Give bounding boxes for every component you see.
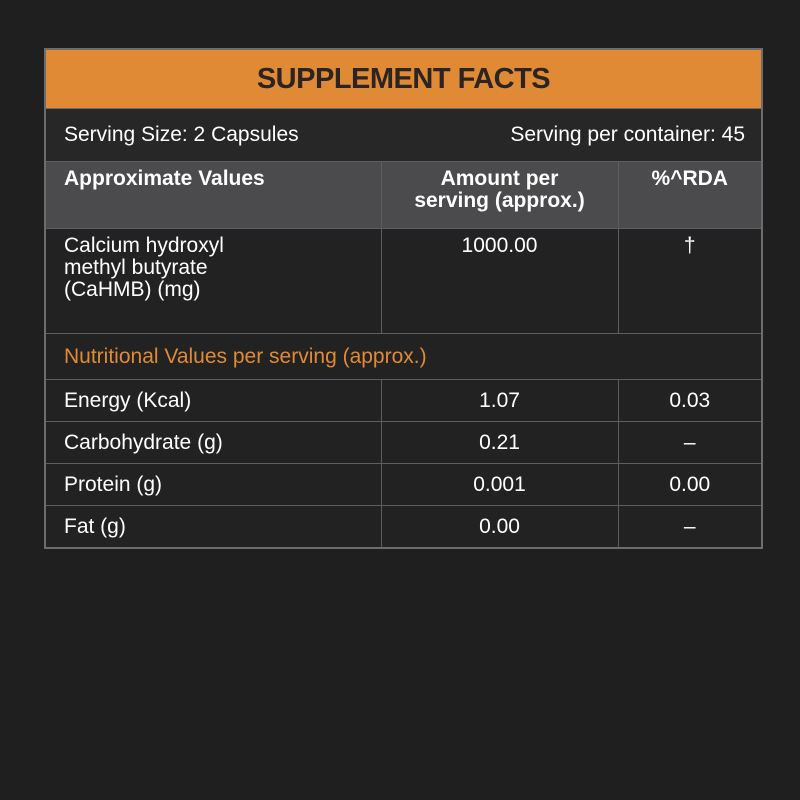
header-cell: Amount per serving (approx.) xyxy=(380,161,619,229)
cell-text: – xyxy=(683,514,696,538)
cell-text: 0.21 xyxy=(479,430,520,454)
header-text: %^RDA xyxy=(651,167,728,190)
cell-text: 0.00 xyxy=(669,472,711,496)
cell: Energy (Kcal) xyxy=(46,379,382,422)
cell-text: – xyxy=(683,430,696,454)
ingredient-row: Calcium hydroxyl methyl butyrate (CaHMB)… xyxy=(46,228,761,334)
cell-text: Fat (g) xyxy=(64,514,126,538)
cell: – xyxy=(617,505,761,547)
header-text: Amount per serving (approx.) xyxy=(414,167,585,212)
cell-text: 1.07 xyxy=(479,388,520,412)
cell: – xyxy=(617,421,761,464)
cell: 0.001 xyxy=(380,463,619,506)
section-row: Nutritional Values per serving (approx.) xyxy=(46,333,761,380)
header-cell: %^RDA xyxy=(617,161,761,229)
section-label: Nutritional Values per serving (approx.) xyxy=(64,344,427,368)
nutrition-row: Fat (g) 0.00 – xyxy=(46,505,761,547)
cell: 1000.00 xyxy=(380,228,619,334)
header-text: Approximate Values xyxy=(64,167,265,190)
cell-text: † xyxy=(683,234,696,257)
nutrition-body: Energy (Kcal) 1.07 0.03 Carbohydrate (g) 0.2… xyxy=(46,379,761,547)
cell: 0.21 xyxy=(380,421,619,464)
cell-text: 0.00 xyxy=(479,514,520,538)
cell: Calcium hydroxyl methyl butyrate (CaHMB)… xyxy=(46,228,382,334)
cell-text: 0.001 xyxy=(473,472,526,496)
cell-text: 1000.00 xyxy=(461,234,538,257)
section-cell: Nutritional Values per serving (approx.) xyxy=(46,333,761,380)
nutrition-row: Carbohydrate (g) 0.21 – xyxy=(46,421,761,464)
cell-text: Calcium hydroxyl methyl butyrate (CaHMB)… xyxy=(64,234,224,301)
cell: Fat (g) xyxy=(46,505,382,547)
cell: Carbohydrate (g) xyxy=(46,421,382,464)
serving-per-container: Serving per container: 45 xyxy=(510,123,745,146)
serving-row: Serving Size: 2 Capsules Serving per con… xyxy=(46,108,761,161)
facts-table: Approximate Values Amount per serving (a… xyxy=(46,161,761,547)
header-row: Approximate Values Amount per serving (a… xyxy=(46,161,761,229)
cell-text: Carbohydrate (g) xyxy=(64,430,223,454)
cell-text: Protein (g) xyxy=(64,472,163,496)
nutrition-row: Protein (g) 0.001 0.00 xyxy=(46,463,761,506)
nutrition-row: Energy (Kcal) 1.07 0.03 xyxy=(46,379,761,422)
cell: 1.07 xyxy=(380,379,619,422)
title: SUPPLEMENT FACTS xyxy=(46,50,761,108)
cell: † xyxy=(617,228,761,334)
header-cell: Approximate Values xyxy=(46,161,382,229)
cell: 0.00 xyxy=(380,505,619,547)
cell: 0.03 xyxy=(617,379,761,422)
cell: Protein (g) xyxy=(46,463,382,506)
serving-size: Serving Size: 2 Capsules xyxy=(64,123,299,146)
cell: 0.00 xyxy=(617,463,761,506)
cell-text: 0.03 xyxy=(669,388,711,412)
supplement-facts-panel: SUPPLEMENT FACTS Serving Size: 2 Capsule… xyxy=(44,48,763,549)
cell-text: Energy (Kcal) xyxy=(64,388,192,412)
